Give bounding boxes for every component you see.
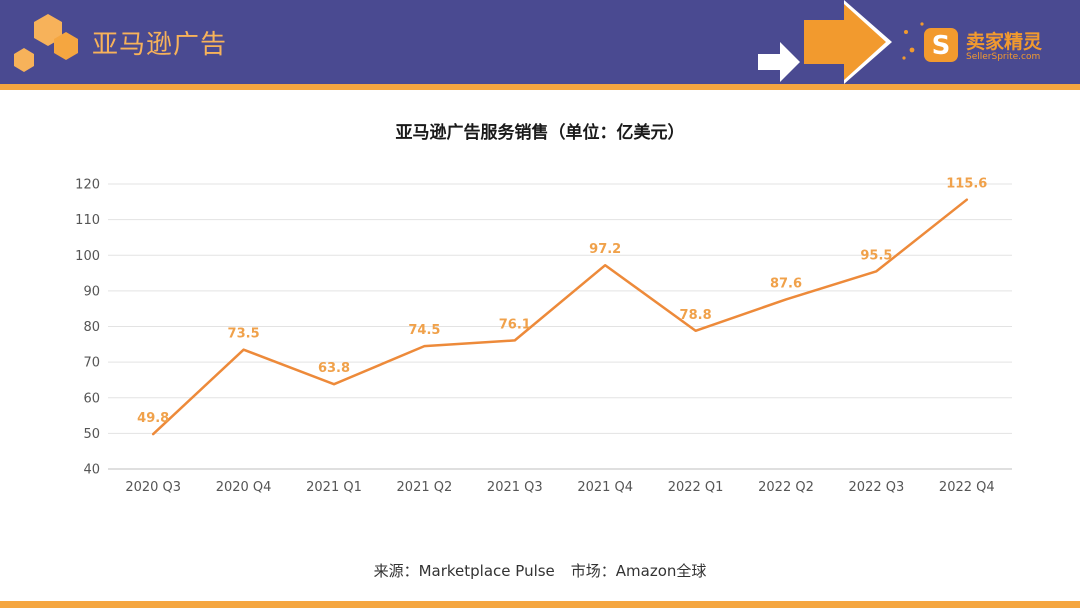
market-label: 市场：Amazon全球 bbox=[570, 562, 707, 580]
x-tick-label: 2022 Q4 bbox=[939, 480, 995, 495]
brand-name-cn: 卖家精灵 bbox=[966, 31, 1043, 53]
header-bar: 亚马逊广告 S 卖家精灵 SellerSprite.com bbox=[0, 0, 1080, 84]
x-tick-label: 2022 Q3 bbox=[849, 480, 905, 495]
x-tick-label: 2020 Q3 bbox=[125, 480, 181, 495]
arrow-right-icon bbox=[758, 0, 892, 84]
header-title: 亚马逊广告 bbox=[92, 30, 228, 60]
x-tick-label: 2022 Q2 bbox=[758, 480, 814, 495]
sellersprite-s-icon: S bbox=[902, 22, 958, 62]
line-chart: 40 50 60 70 80 90 100 110 120 2020 Q3 2020 Q4 2021 … bbox=[75, 177, 1012, 495]
source-note: 来源：Marketplace Pulse 市场：Amazon全球 bbox=[0, 560, 1080, 581]
x-tick-label: 2021 Q2 bbox=[397, 480, 453, 495]
y-tick-label: 120 bbox=[75, 178, 100, 193]
data-label: 78.8 bbox=[680, 308, 712, 323]
data-label: 63.8 bbox=[318, 361, 350, 376]
x-tick-label: 2021 Q4 bbox=[577, 480, 633, 495]
series-line bbox=[151, 198, 969, 436]
y-tick-label: 40 bbox=[83, 463, 100, 478]
data-label: 115.6 bbox=[946, 177, 987, 192]
data-label: 95.5 bbox=[860, 248, 892, 263]
x-tick-label: 2022 Q1 bbox=[668, 480, 724, 495]
footer-accent-line bbox=[0, 601, 1080, 608]
data-label: 76.1 bbox=[499, 317, 531, 332]
x-tick-label: 2021 Q1 bbox=[306, 480, 362, 495]
data-label: 87.6 bbox=[770, 276, 802, 291]
data-label: 73.5 bbox=[228, 327, 260, 342]
brand-logo: S 卖家精灵 SellerSprite.com bbox=[900, 18, 1070, 68]
data-label: 97.2 bbox=[589, 242, 621, 257]
y-tick-label: 100 bbox=[75, 249, 100, 264]
data-label: 49.8 bbox=[137, 411, 169, 426]
y-tick-label: 60 bbox=[83, 391, 100, 406]
data-label: 74.5 bbox=[408, 323, 440, 338]
y-tick-label: 80 bbox=[83, 320, 100, 335]
source-label: 来源：Marketplace Pulse bbox=[373, 562, 555, 580]
x-tick-label: 2021 Q3 bbox=[487, 480, 543, 495]
y-tick-label: 70 bbox=[83, 356, 100, 371]
y-tick-label: 90 bbox=[83, 284, 100, 299]
hexagon-cluster-icon bbox=[14, 14, 78, 72]
chart-title: 亚马逊广告服务销售（单位：亿美元） bbox=[395, 123, 685, 143]
y-tick-label: 50 bbox=[83, 427, 100, 442]
x-tick-label: 2020 Q4 bbox=[216, 480, 272, 495]
header-accent-line bbox=[0, 84, 1080, 90]
y-tick-label: 110 bbox=[75, 213, 100, 228]
brand-name-en: SellerSprite.com bbox=[966, 52, 1041, 62]
svg-text:S: S bbox=[932, 31, 951, 61]
